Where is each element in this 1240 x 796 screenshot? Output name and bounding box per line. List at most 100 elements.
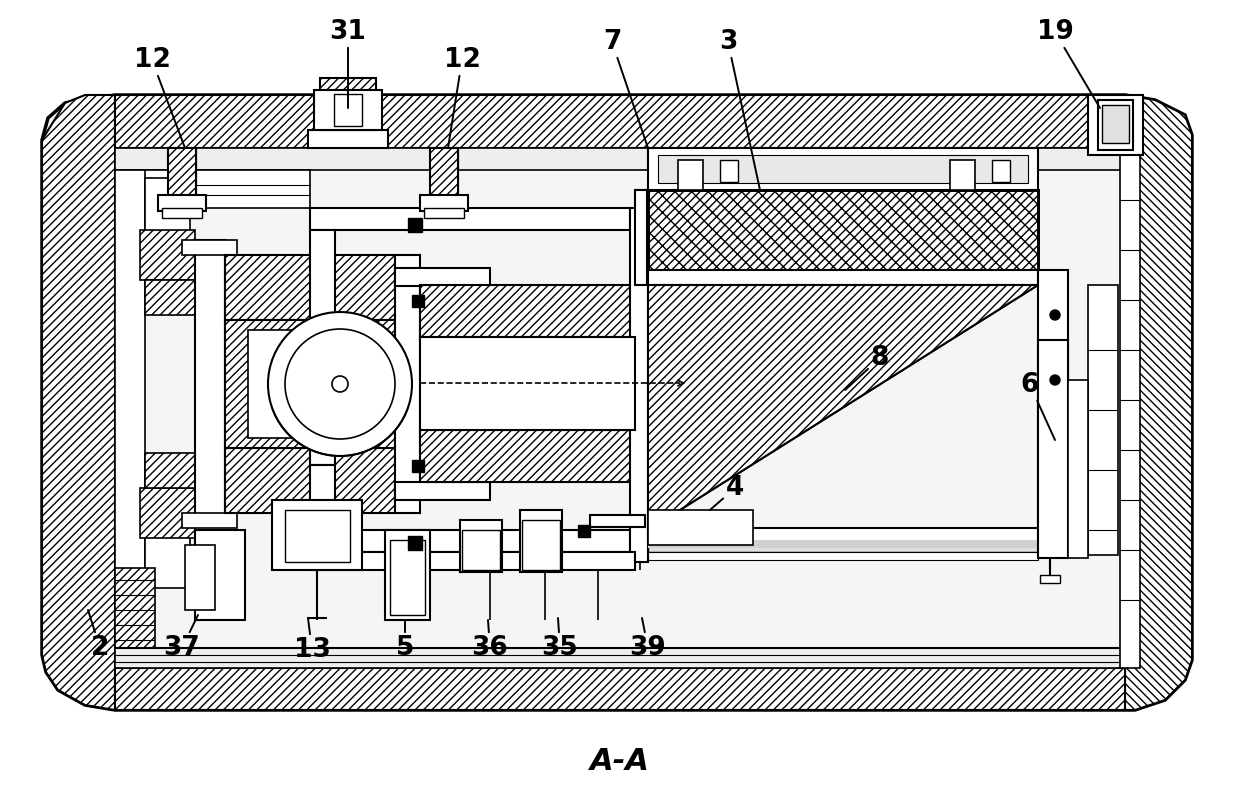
Bar <box>678 160 703 190</box>
Circle shape <box>268 312 412 456</box>
Bar <box>463 530 500 570</box>
Bar <box>396 255 420 513</box>
Bar <box>157 195 206 211</box>
Bar <box>140 230 195 280</box>
Bar <box>145 178 190 298</box>
Bar <box>420 195 467 211</box>
Bar <box>1087 95 1143 155</box>
Bar <box>420 430 635 482</box>
Bar <box>658 155 1028 183</box>
Bar <box>408 218 422 232</box>
Bar <box>195 240 224 525</box>
Bar <box>115 648 1125 668</box>
Bar <box>182 513 237 528</box>
Bar <box>1038 340 1068 558</box>
Bar <box>520 510 562 572</box>
Bar <box>424 208 464 218</box>
Bar <box>1038 270 1068 550</box>
Bar <box>320 78 376 130</box>
Bar <box>1087 285 1118 555</box>
Bar <box>649 540 1038 552</box>
Bar <box>115 170 310 208</box>
Polygon shape <box>115 95 1125 148</box>
Bar <box>310 208 630 230</box>
Bar <box>649 190 1038 270</box>
Bar <box>140 488 195 538</box>
Bar <box>1068 380 1087 558</box>
Bar <box>310 530 630 552</box>
Bar <box>396 482 490 500</box>
Text: 12: 12 <box>444 47 480 148</box>
Bar <box>1040 575 1060 583</box>
Bar <box>195 530 246 620</box>
Bar <box>224 255 396 320</box>
Text: 31: 31 <box>330 19 367 108</box>
Text: 37: 37 <box>164 615 201 661</box>
Bar <box>420 337 635 430</box>
Bar <box>115 148 1125 170</box>
Bar <box>310 552 635 570</box>
Bar <box>1097 100 1133 150</box>
Bar <box>649 190 1038 270</box>
Bar <box>185 545 215 610</box>
Bar <box>310 230 335 465</box>
Text: 3: 3 <box>719 29 760 190</box>
Text: 36: 36 <box>471 620 508 661</box>
Bar <box>310 465 335 530</box>
Circle shape <box>1050 375 1060 385</box>
Circle shape <box>1050 310 1060 320</box>
Bar <box>460 520 502 572</box>
Bar <box>649 270 1038 285</box>
Bar <box>396 268 490 286</box>
Bar <box>649 200 1038 260</box>
Text: 5: 5 <box>396 620 414 661</box>
Text: 13: 13 <box>294 618 330 663</box>
Bar <box>145 280 195 315</box>
Bar <box>167 148 196 216</box>
Bar <box>1120 148 1140 668</box>
Polygon shape <box>42 95 1192 710</box>
Bar <box>314 90 382 130</box>
Bar <box>420 285 635 337</box>
Text: 2: 2 <box>88 610 109 661</box>
Bar <box>590 515 645 527</box>
Bar <box>635 337 683 430</box>
Bar <box>224 320 396 448</box>
Bar <box>224 448 396 513</box>
Bar <box>522 520 560 570</box>
Circle shape <box>285 329 396 439</box>
Bar <box>630 208 649 562</box>
Text: 6: 6 <box>1021 372 1055 440</box>
Text: 4: 4 <box>711 475 744 510</box>
Bar <box>649 552 1038 560</box>
Bar <box>145 453 195 488</box>
Bar <box>649 510 753 545</box>
Bar <box>635 285 683 530</box>
Bar <box>950 160 975 190</box>
Polygon shape <box>649 285 1038 530</box>
Bar <box>182 240 237 255</box>
Bar <box>248 330 372 438</box>
Bar <box>412 460 424 472</box>
Bar <box>412 295 424 307</box>
Bar <box>285 510 350 562</box>
Polygon shape <box>115 568 155 648</box>
Bar <box>115 170 145 630</box>
Text: 19: 19 <box>1037 19 1100 108</box>
Bar <box>384 530 430 620</box>
Text: 7: 7 <box>603 29 649 148</box>
Bar <box>145 468 190 588</box>
Bar <box>720 160 738 182</box>
Bar <box>649 540 1038 548</box>
Text: A-A: A-A <box>590 747 650 777</box>
Bar <box>649 528 1038 546</box>
Bar <box>334 94 362 126</box>
Text: 39: 39 <box>630 618 666 661</box>
Text: 12: 12 <box>134 47 185 148</box>
Bar <box>430 148 458 216</box>
Bar <box>578 525 590 537</box>
Bar <box>649 148 1038 190</box>
Bar <box>272 500 362 570</box>
Polygon shape <box>115 668 1125 710</box>
Bar <box>1102 105 1128 143</box>
